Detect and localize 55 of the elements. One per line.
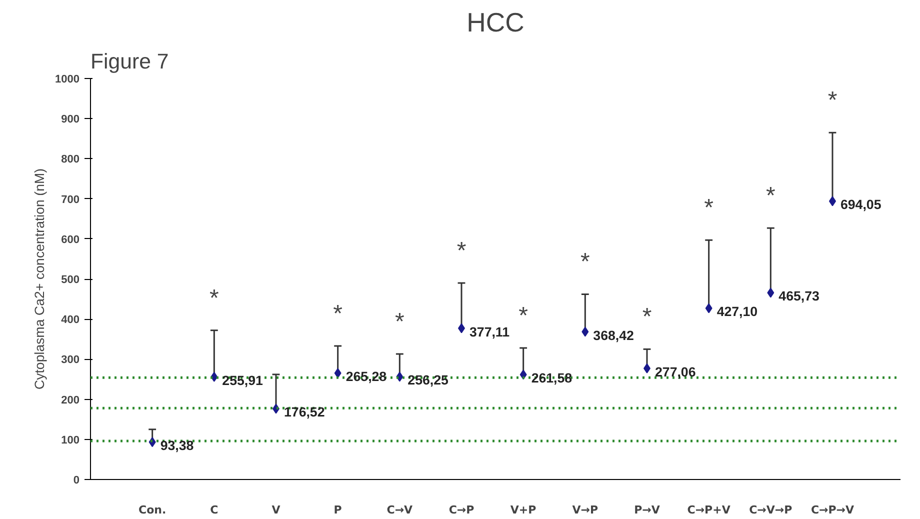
point <box>334 368 342 378</box>
y-tick-label: 400 <box>61 314 80 326</box>
data-label: 93,38 <box>160 438 194 454</box>
x-tick-label: P→V <box>634 504 660 516</box>
data-label: 277,06 <box>654 364 696 380</box>
data-label: 255,91 <box>222 372 264 388</box>
x-tick-label: Con. <box>138 504 166 516</box>
chart-title: HCC <box>466 8 524 38</box>
x-tick-label: V→P <box>572 504 598 516</box>
y-tick-label: 200 <box>61 394 80 406</box>
y-tick-label: 900 <box>61 114 80 126</box>
x-tick-label: C <box>210 504 218 516</box>
x-tick-label: P <box>334 504 342 516</box>
annotation: * <box>209 284 219 312</box>
x-tick-label: C→V→P <box>749 504 792 516</box>
annotation: * <box>518 302 528 330</box>
point <box>582 326 589 337</box>
x-tick-label: C→P+V <box>687 504 731 516</box>
annotation: * <box>766 182 776 210</box>
x-tick-label: V+P <box>510 504 536 516</box>
y-tick-label: 100 <box>61 434 80 446</box>
data-label: 694,05 <box>840 197 882 212</box>
data-label: 427,10 <box>716 304 758 320</box>
y-tick-label: 300 <box>61 354 80 366</box>
point <box>767 288 774 298</box>
y-tick-label: 1000 <box>55 74 80 86</box>
annotation: * <box>394 308 404 336</box>
data-label: 368,42 <box>593 328 634 343</box>
point <box>458 323 465 334</box>
data-label: 176,52 <box>284 404 325 420</box>
y-tick-label: 800 <box>61 154 80 166</box>
data-label: 265,28 <box>346 369 387 384</box>
annotation: * <box>828 87 838 114</box>
point <box>828 196 836 206</box>
x-tick-label: C→P <box>448 504 474 516</box>
data-label: 261,58 <box>531 370 572 386</box>
x-tick-label: C→V <box>386 504 414 516</box>
annotation: * <box>642 304 652 331</box>
annotation: * <box>456 238 466 265</box>
data-label: 377,11 <box>469 324 510 340</box>
y-tick-label: 0 <box>73 474 80 486</box>
x-tick-label: V <box>272 504 281 516</box>
y-tick-label: 700 <box>61 194 80 206</box>
y-tick-label: 600 <box>61 234 80 246</box>
y-axis-title: Cytoplasma Ca2+ concentration (nM) <box>32 168 48 390</box>
annotation: * <box>704 194 714 222</box>
annotation: * <box>333 300 342 328</box>
data-label: 256,25 <box>408 372 450 388</box>
caption: Figure 7 <box>90 50 169 74</box>
annotation: * <box>580 248 590 276</box>
data-label: 465,73 <box>778 288 820 304</box>
point <box>705 303 712 314</box>
y-tick-label: 500 <box>61 274 80 286</box>
x-tick-label: C→P→V <box>810 504 855 516</box>
point <box>643 363 650 374</box>
